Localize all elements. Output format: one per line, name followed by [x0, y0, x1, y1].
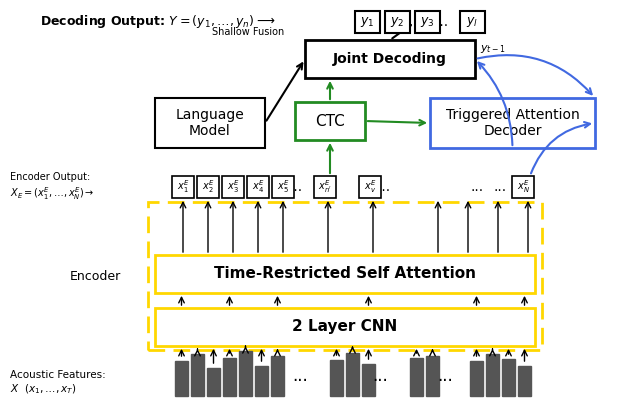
Text: $y_l$: $y_l$ [467, 15, 479, 29]
Text: Decoding Output: $Y=(y_1,\ldots,y_n)\longrightarrow$: Decoding Output: $Y=(y_1,\ldots,y_n)\lon… [40, 13, 275, 31]
Text: Acoustic Features:
$X\ \ (x_1,\ldots,x_T)$: Acoustic Features: $X\ \ (x_1,\ldots,x_T… [10, 370, 106, 396]
Bar [223, 358, 236, 396]
Text: Shallow Fusion: Shallow Fusion [212, 27, 284, 37]
FancyBboxPatch shape [155, 308, 535, 346]
Bar [247, 176, 269, 198]
Bar [197, 176, 219, 198]
Bar [426, 356, 439, 396]
Text: ...: ... [290, 180, 302, 194]
Bar [175, 361, 188, 396]
FancyBboxPatch shape [305, 40, 475, 78]
FancyBboxPatch shape [155, 255, 535, 293]
Bar [502, 359, 515, 396]
Bar [410, 358, 423, 396]
Text: $y_1$: $y_1$ [360, 15, 375, 29]
Bar [346, 353, 359, 396]
Text: CTC: CTC [315, 113, 345, 129]
Bar [271, 356, 284, 396]
Text: $x_{n'}^E$: $x_{n'}^E$ [318, 179, 332, 195]
Bar [272, 176, 294, 198]
Bar [191, 354, 204, 396]
Text: ...: ... [377, 180, 391, 194]
Bar [355, 11, 380, 33]
Text: ...: ... [372, 367, 388, 385]
Bar [362, 364, 375, 396]
Bar [415, 11, 440, 33]
Bar [512, 176, 534, 198]
Text: $x_v^E$: $x_v^E$ [364, 179, 377, 195]
Text: ...: ... [493, 180, 507, 194]
Text: ...: ... [292, 367, 308, 385]
Text: $y_2$: $y_2$ [391, 15, 404, 29]
Bar [239, 351, 252, 396]
Text: $x_3^E$: $x_3^E$ [226, 179, 240, 195]
Text: Joint Decoding: Joint Decoding [333, 52, 447, 66]
Text: Encoder: Encoder [69, 270, 120, 282]
Text: $x_2^E$: $x_2^E$ [202, 179, 214, 195]
Text: ...: ... [470, 180, 484, 194]
Bar [470, 361, 483, 396]
Text: $x_N^E$: $x_N^E$ [517, 179, 529, 195]
Bar [385, 11, 410, 33]
Bar [172, 176, 194, 198]
Bar [486, 354, 499, 396]
Text: $x_4^E$: $x_4^E$ [252, 179, 264, 195]
Text: ...: ... [437, 367, 453, 385]
FancyBboxPatch shape [155, 98, 265, 148]
Text: Encoder Output:
$X_E=(x_1^E,\ldots,x_N^E)\rightarrow$: Encoder Output: $X_E=(x_1^E,\ldots,x_N^E… [10, 173, 94, 202]
Bar [359, 176, 381, 198]
Text: $x_1^E$: $x_1^E$ [177, 179, 190, 195]
FancyBboxPatch shape [430, 98, 595, 148]
Text: $x_5^E$: $x_5^E$ [276, 179, 289, 195]
Text: Triggered Attention
Decoder: Triggered Attention Decoder [446, 108, 579, 138]
Text: $y_{t-1}$: $y_{t-1}$ [480, 43, 506, 55]
Text: 2 Layer CNN: 2 Layer CNN [292, 319, 398, 335]
Text: Language
Model: Language Model [176, 108, 244, 138]
Bar [330, 360, 343, 396]
Bar [255, 366, 268, 396]
Bar [518, 366, 531, 396]
Text: $y_3$: $y_3$ [420, 15, 435, 29]
Bar [314, 176, 336, 198]
Bar [207, 368, 220, 396]
Bar [460, 11, 485, 33]
FancyBboxPatch shape [295, 102, 365, 140]
Bar [222, 176, 244, 198]
Text: Time-Restricted Self Attention: Time-Restricted Self Attention [214, 266, 476, 282]
Text: ...: ... [436, 15, 449, 29]
